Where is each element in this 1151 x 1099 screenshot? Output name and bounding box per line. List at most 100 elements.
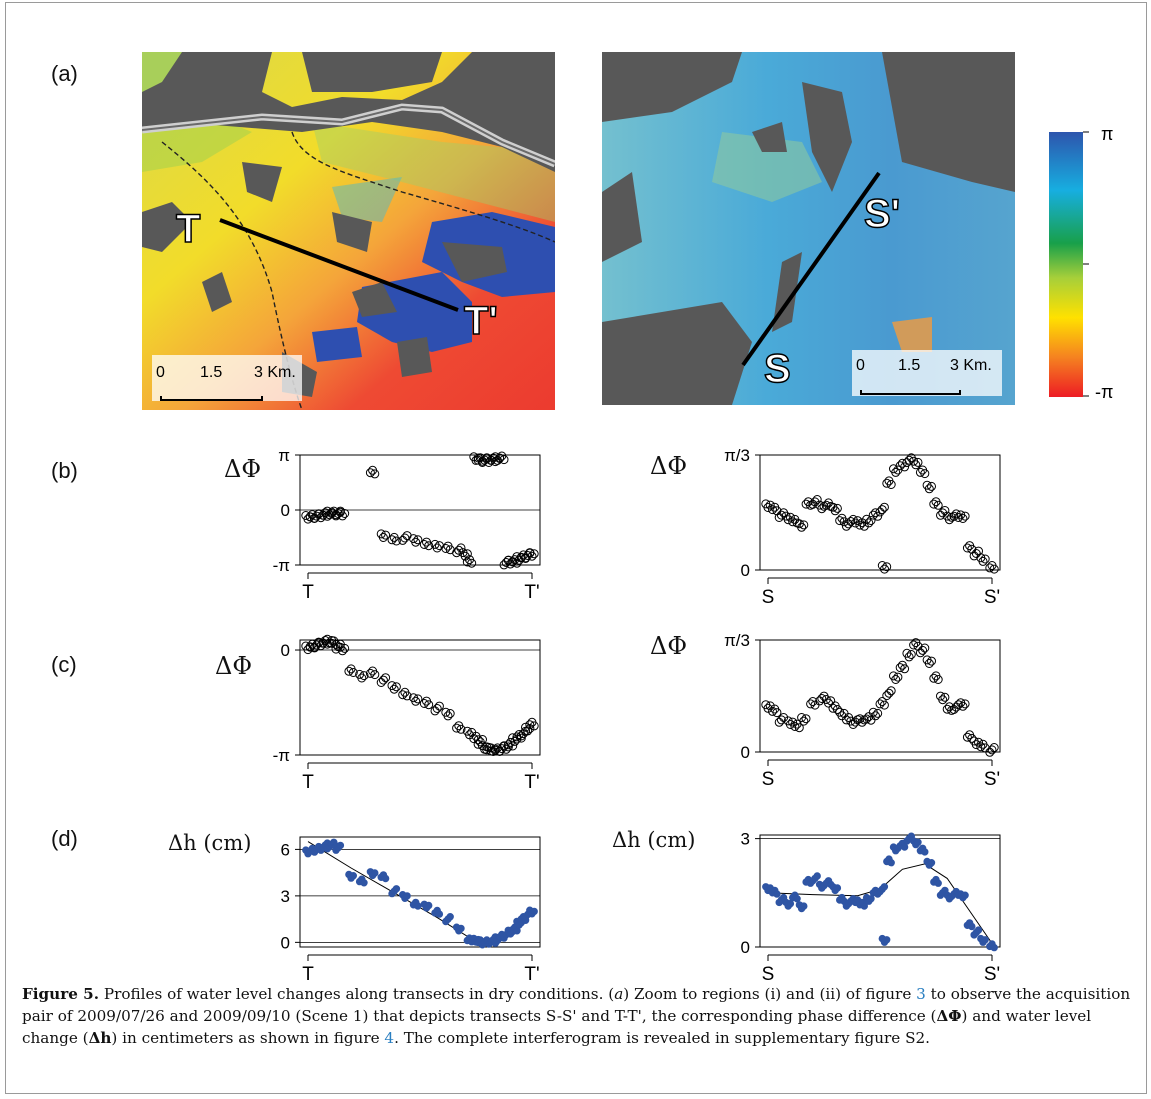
data-point (312, 640, 322, 650)
y-tick-label: 3 (741, 830, 750, 849)
ylabel-c-left: ΔΦ (215, 652, 253, 680)
data-point (944, 515, 954, 525)
caption-text-4: ) and water level change ( (22, 1007, 1092, 1047)
data-point (867, 895, 875, 903)
data-point (525, 720, 535, 730)
data-point (765, 500, 775, 510)
chart-d-right: 3 0S S' (741, 830, 1001, 980)
data-point (971, 549, 981, 558)
data-point (886, 686, 896, 696)
figure-3-link[interactable]: 3 (916, 985, 926, 1003)
data-point (958, 514, 968, 523)
data-point (942, 704, 952, 714)
data-point (783, 515, 793, 525)
transect-s-end-label: S' (864, 192, 900, 236)
data-point (530, 907, 538, 916)
data-point (378, 533, 388, 542)
data-point (978, 556, 988, 566)
chart-c-left: 0 -π T T' (273, 634, 541, 793)
data-point (835, 516, 845, 526)
data-point (443, 711, 453, 721)
data-point (857, 717, 867, 727)
data-point (490, 745, 500, 755)
data-point (918, 645, 928, 655)
data-point (987, 745, 997, 755)
data-point (785, 720, 795, 729)
data-point (886, 480, 896, 489)
data-point (370, 469, 380, 479)
data-point (904, 455, 914, 465)
data-point (953, 513, 963, 522)
data-point (312, 511, 322, 521)
data-point (879, 700, 889, 710)
data-point (913, 457, 923, 467)
data-point (338, 646, 347, 656)
data-point (389, 684, 399, 694)
data-point (920, 643, 930, 653)
data-point (768, 505, 777, 515)
data-point (839, 517, 849, 527)
data-point (473, 735, 483, 745)
data-point (398, 690, 408, 700)
data-point (793, 895, 801, 903)
figure-frame (5, 2, 1147, 1094)
data-point (452, 723, 462, 733)
caption-text-6: . The complete interferogram is revealed… (394, 1029, 930, 1047)
data-point (785, 512, 795, 522)
data-point (799, 716, 809, 726)
caption-dphi: ΔΦ (936, 1007, 962, 1025)
ylabel-b-left: ΔΦ (224, 455, 262, 483)
x-tick-label: T (302, 582, 314, 603)
data-point (454, 545, 464, 555)
chart-d-left: 6 3 0T T' (281, 836, 541, 980)
data-point (790, 722, 800, 731)
data-point (413, 535, 423, 545)
figure-4-link[interactable]: 4 (384, 1029, 395, 1047)
data-point (340, 509, 350, 518)
data-point (985, 563, 995, 573)
data-point (370, 670, 380, 680)
data-point (832, 705, 842, 714)
transect-s-label: S (764, 347, 791, 391)
y-tick-label: 0 (281, 641, 290, 660)
scale-label-end: 3 Km. (950, 357, 992, 374)
data-point (915, 467, 925, 477)
data-point (841, 715, 851, 725)
transect-t-label: T (176, 207, 200, 251)
panel-label-c: (c) (51, 652, 77, 677)
data-point (900, 664, 910, 674)
data-point (895, 663, 905, 673)
data-point (864, 518, 874, 528)
data-point (305, 642, 315, 652)
data-point (882, 691, 892, 701)
data-point (357, 673, 367, 683)
y-tick-label: 3 (281, 887, 290, 906)
data-point (768, 706, 777, 716)
data-point (387, 535, 397, 545)
data-point (828, 703, 838, 713)
data-point (806, 699, 816, 709)
data-point (974, 546, 983, 556)
caption-panel-a: a (614, 985, 624, 1003)
panel-label-a: (a) (51, 61, 78, 86)
data-point (929, 673, 939, 683)
data-point (934, 879, 942, 887)
data-point (338, 511, 347, 521)
data-point (990, 943, 998, 952)
data-point (457, 924, 465, 933)
data-point (871, 711, 880, 721)
data-point (788, 517, 798, 527)
data-point (860, 902, 869, 910)
data-point (875, 699, 885, 709)
data-point (906, 650, 916, 659)
data-point (391, 536, 401, 546)
data-point (478, 735, 487, 744)
data-point (882, 478, 892, 488)
x-tick-label: T' (524, 582, 539, 603)
data-point (529, 721, 539, 731)
caption-text-5: ) in centimeters as shown in figure (111, 1029, 385, 1047)
data-point (508, 557, 518, 567)
data-point (900, 462, 910, 472)
caption-text-3: to observe the acquisition pair of 2009/… (22, 985, 1131, 1025)
data-point (962, 732, 972, 742)
